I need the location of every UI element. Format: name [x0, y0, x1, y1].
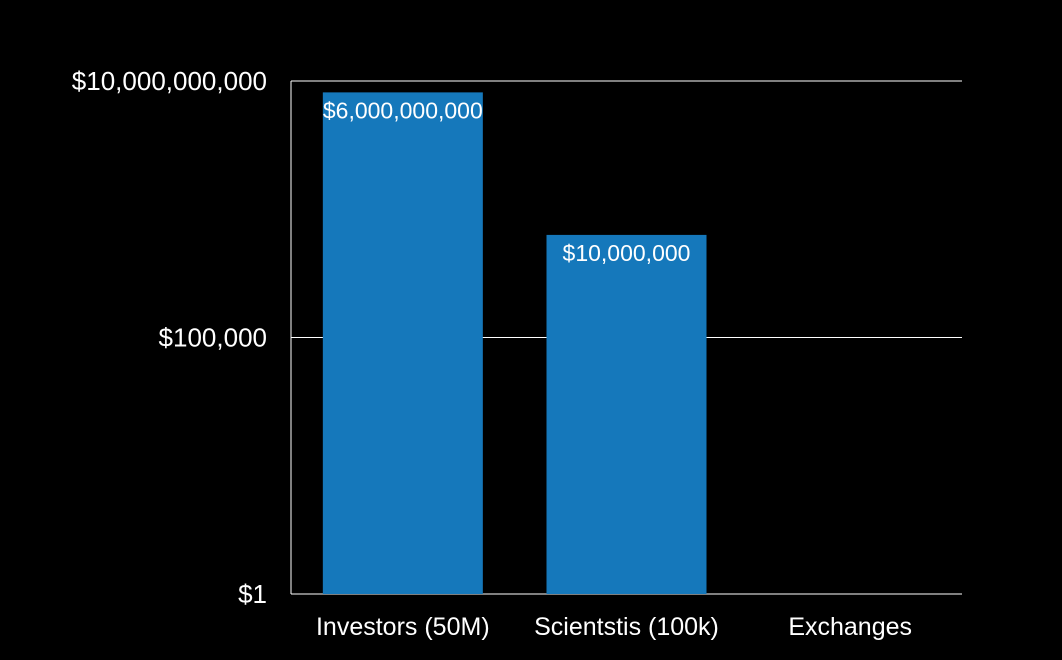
- bar-1: [546, 234, 707, 594]
- y-tick-label-1: $100,000: [159, 323, 267, 353]
- category-label-1: Scientstis (100k): [534, 613, 719, 641]
- y-tick-label-2: $10,000,000,000: [72, 66, 267, 96]
- bar-0: [322, 92, 483, 594]
- bars: [322, 92, 707, 594]
- bar-value-label-0: $6,000,000,000: [323, 97, 483, 123]
- bar-data-labels: $6,000,000,000 $10,000,000: [323, 97, 691, 266]
- category-label-0: Investors (50M): [316, 613, 490, 641]
- y-tick-label-0: $1: [238, 579, 267, 609]
- y-axis-tick-labels: $1 $100,000 $10,000,000,000: [72, 66, 267, 609]
- category-label-2: Exchanges: [788, 613, 912, 641]
- bar-value-label-1: $10,000,000: [563, 240, 691, 266]
- x-axis-category-labels: Investors (50M) Scientstis (100k) Exchange…: [316, 613, 912, 641]
